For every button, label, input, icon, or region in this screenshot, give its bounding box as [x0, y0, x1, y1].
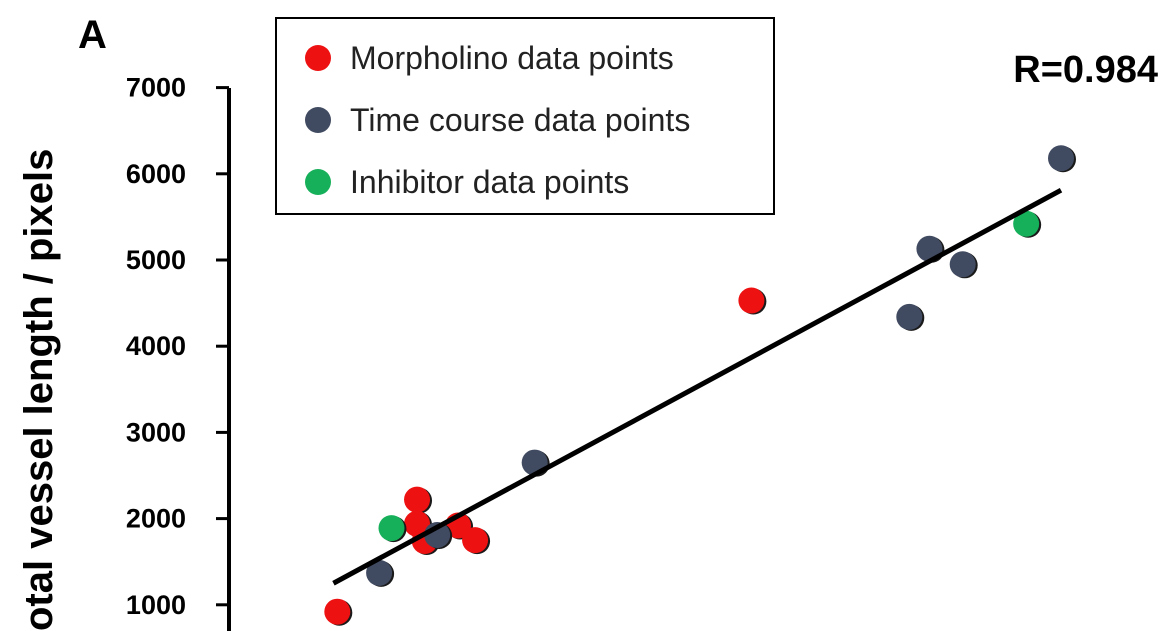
data-point [366, 559, 393, 586]
panel-label: A [78, 13, 107, 57]
y-tick-label: 1000 [126, 590, 186, 620]
legend-marker [305, 107, 331, 133]
legend-entry-label: Inhibitor data points [350, 164, 629, 200]
y-tick-label: 7000 [126, 73, 186, 103]
data-point [738, 287, 765, 314]
y-tick-label: 6000 [126, 159, 186, 189]
trend-line [332, 187, 1063, 586]
legend-box [275, 17, 775, 215]
legend: Morpholino data points Time course data p… [275, 17, 775, 215]
data-point [404, 486, 431, 513]
y-axis-ticks: 1000 2000 3000 4000 5000 6000 7000 [126, 73, 229, 620]
data-points [324, 145, 1076, 626]
y-tick-label: 5000 [126, 245, 186, 275]
correlation-annotation: R=0.984 [1013, 49, 1158, 91]
data-point [1013, 210, 1040, 237]
legend-marker [305, 45, 331, 71]
y-tick-label: 2000 [126, 504, 186, 534]
legend-entry-label: Time course data points [350, 102, 690, 138]
y-axis-label: otal vessel length / pixels [17, 149, 61, 631]
data-point [324, 598, 351, 625]
data-point [949, 251, 976, 278]
y-tick-label: 4000 [126, 331, 186, 361]
legend-entries: Morpholino data points Time course data p… [305, 40, 690, 200]
legend-entry-label: Morpholino data points [350, 40, 674, 76]
legend-marker [305, 169, 331, 195]
data-point [896, 303, 923, 330]
y-tick-label: 3000 [126, 417, 186, 447]
data-point [378, 515, 405, 542]
data-point [462, 527, 489, 554]
data-point [1048, 145, 1074, 172]
